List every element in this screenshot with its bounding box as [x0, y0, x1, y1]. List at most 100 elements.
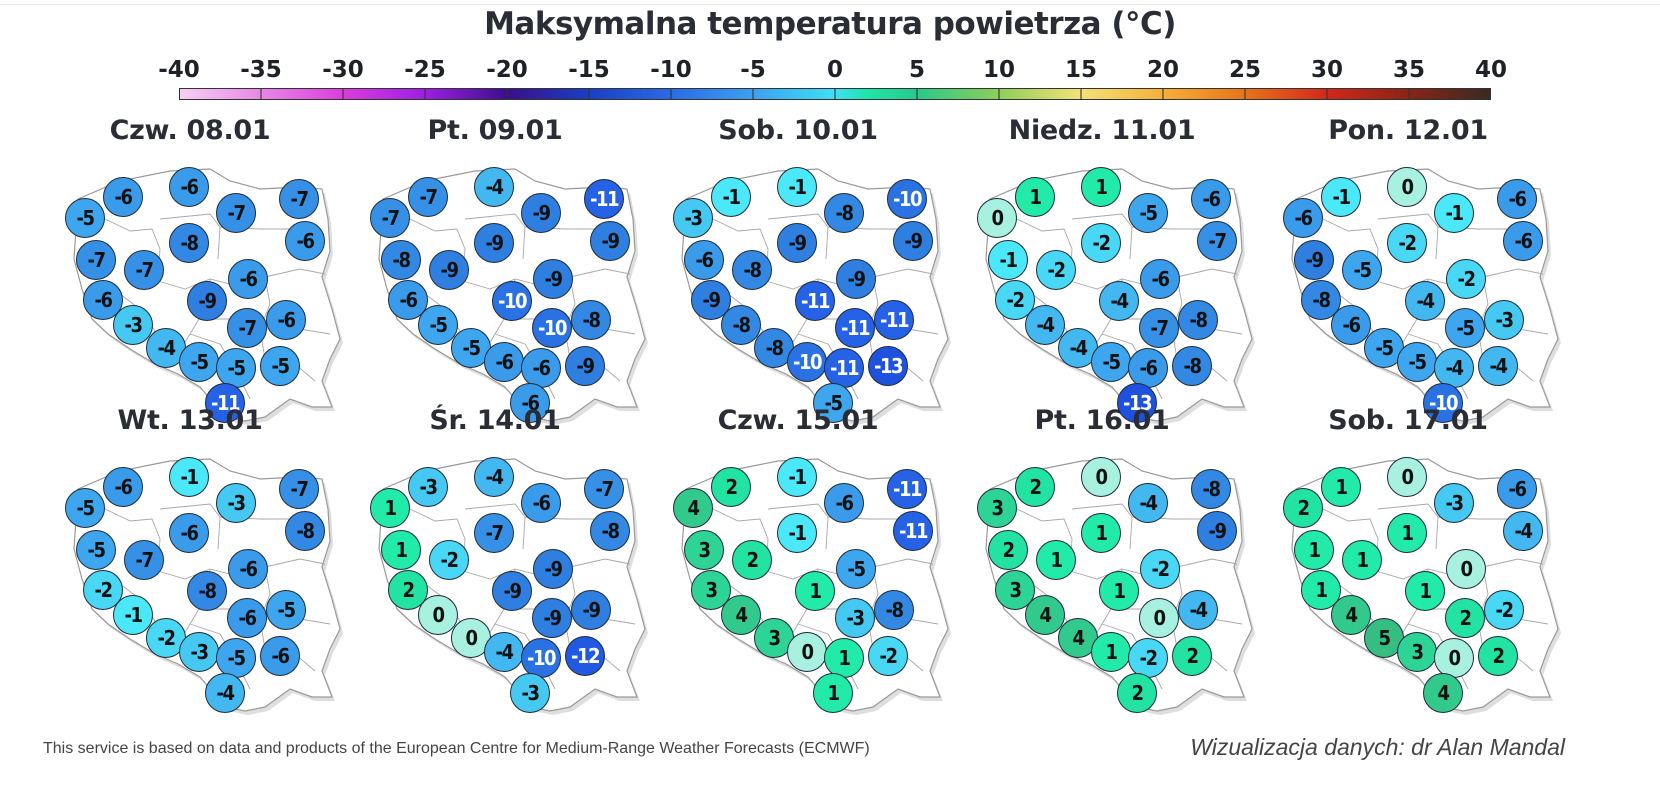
station-temperature: -6 — [684, 240, 724, 280]
station-temperature: -3 — [216, 483, 256, 523]
station-temperature: -3 — [673, 198, 713, 238]
station-temperature: -6 — [1191, 179, 1231, 219]
station-temperature: -8 — [1191, 469, 1231, 509]
station-temperature: -4 — [1128, 483, 1168, 523]
station-temperature: -6 — [227, 598, 267, 638]
day-map-panel: Czw. 08.01 -5 -6 -6 -7 -7 -6 -8 -7 -7 -6 -3 -9 -6 -7 -6… — [40, 115, 343, 425]
day-label: Czw. 08.01 — [109, 115, 271, 146]
colorbar-tick-mark — [1162, 88, 1164, 100]
station-temperature: 2 — [732, 540, 772, 580]
colorbar-tick-mark — [834, 88, 836, 100]
colorbar-tick: 5 — [908, 57, 926, 83]
colorbar-tick: 15 — [1064, 57, 1098, 83]
station-temperature: -5 — [1342, 250, 1382, 290]
station-temperature: 1 — [1036, 540, 1076, 580]
colorbar-tick: 35 — [1392, 57, 1426, 83]
station-temperature: -13 — [1117, 383, 1157, 423]
station-temperature: -6 — [510, 383, 550, 423]
station-temperature: 0 — [418, 595, 458, 635]
station-temperature: -2 — [1081, 223, 1121, 263]
station-temperature: -6 — [169, 167, 209, 207]
station-temperature: -11 — [584, 179, 624, 219]
station-temperature: -8 — [721, 305, 761, 345]
station-temperature: 1 — [1387, 513, 1427, 553]
station-temperature: -7 — [279, 179, 319, 219]
station-temperature: -2 — [1128, 638, 1168, 678]
station-temperature: -6 — [484, 342, 524, 382]
station-temperature: -7 — [408, 177, 448, 217]
station-temperature: -6 — [103, 177, 143, 217]
station-temperature: 0 — [1139, 598, 1179, 638]
station-temperature: -5 — [1091, 342, 1131, 382]
station-temperature: -3 — [408, 467, 448, 507]
station-temperature: -4 — [1025, 305, 1065, 345]
station-temperature: -11 — [893, 511, 933, 551]
station-temperature: -10 — [787, 342, 827, 382]
station-temperature: -5 — [1397, 342, 1437, 382]
station-temperature: -7 — [124, 540, 164, 580]
station-temperature: -6 — [1140, 259, 1180, 299]
station-temperature: -9 — [187, 281, 227, 321]
station-temperature: -7 — [76, 240, 116, 280]
station-temperature: 0 — [1387, 167, 1427, 207]
station-temperature: 1 — [1342, 540, 1382, 580]
colorbar-tick-mark — [998, 88, 1000, 100]
colorbar-tick: -10 — [650, 57, 692, 83]
colorbar-tick-labels: -40 -35 -30 -25 -20 -15 -10 -5 0 5 10 15 20 25 30 35 40 — [0, 57, 1660, 87]
station-temperature: -11 — [205, 383, 245, 423]
station-temperature: 2 — [1015, 467, 1055, 507]
day-map-panel: Czw. 15.01 4 2 -1 -6 -11 -11 -1 3 2 3 4 1 -5 -3 -8 3 0 1 -2… — [648, 405, 951, 715]
day-label: Niedz. 11.01 — [1008, 115, 1196, 146]
station-temperature: -6 — [228, 549, 268, 589]
day-map-panel: Pon. 12.01 -6 -1 0 -1 -6 -6 -2 -9 -5 -8 -6 -4 -2 -5 -3-… — [1258, 115, 1561, 425]
station-temperature: -6 — [1497, 179, 1537, 219]
day-map-panel: Pt. 16.01 3 2 0 -4 -8 -9 1 2 1 3 4 1 -2 0 -4 4 1 -2 2 2 — [952, 405, 1255, 715]
station-temperature: 0 — [787, 632, 827, 672]
colorbar-tick: 10 — [982, 57, 1016, 83]
station-temperature: -10 — [887, 179, 927, 219]
station-temperature: 4 — [1423, 673, 1463, 713]
station-temperature: -7 — [227, 308, 267, 348]
data-source-note: This service is based on data and produc… — [43, 740, 870, 757]
station-temperature: -6 — [260, 636, 300, 676]
station-temperature: 3 — [684, 530, 724, 570]
station-temperature: -6 — [266, 300, 306, 340]
station-temperature: -5 — [836, 549, 876, 589]
station-temperature: -7 — [124, 250, 164, 290]
station-temperature: -4 — [1405, 281, 1445, 321]
station-temperature: 1 — [813, 673, 853, 713]
top-divider — [0, 4, 1660, 5]
station-temperature: -2 — [429, 540, 469, 580]
station-temperature: -10 — [532, 308, 572, 348]
station-temperature: -6 — [1331, 305, 1371, 345]
station-temperature: -8 — [824, 193, 864, 233]
station-temperature: -9 — [521, 193, 561, 233]
station-temperature: -2 — [868, 636, 908, 676]
station-temperature: 2 — [711, 467, 751, 507]
station-temperature: -11 — [874, 300, 914, 340]
station-temperature: -4 — [205, 673, 245, 713]
station-temperature: -4 — [1478, 346, 1518, 386]
station-temperature: -2 — [1036, 250, 1076, 290]
colorbar-tick-mark — [506, 88, 508, 100]
station-temperature: -5 — [65, 488, 105, 528]
station-temperature: -1 — [777, 513, 817, 553]
station-temperature: 1 — [1091, 632, 1131, 672]
station-temperature: -9 — [691, 280, 731, 320]
station-temperature: -1 — [113, 595, 153, 635]
station-temperature: 1 — [1321, 467, 1361, 507]
station-temperature: 0 — [977, 198, 1017, 238]
station-temperature: -9 — [836, 259, 876, 299]
day-map-panel: Sob. 17.01 2 1 0 -3 -6 -4 1 1 1 1 4 1 0 2 -2 5 3 0 2 4 — [1258, 405, 1561, 715]
station-temperature: -4 — [1099, 281, 1139, 321]
station-temperature: -1 — [1321, 177, 1361, 217]
station-temperature: -11 — [887, 469, 927, 509]
colorbar-tick-mark — [1326, 88, 1328, 100]
station-temperature: -2 — [1387, 223, 1427, 263]
station-temperature: -6 — [285, 221, 325, 261]
colorbar-tick-mark — [1408, 88, 1410, 100]
station-temperature: -6 — [228, 259, 268, 299]
station-temperature: -3 — [510, 673, 550, 713]
station-temperature: -5 — [76, 530, 116, 570]
station-temperature: -10 — [1423, 383, 1463, 423]
